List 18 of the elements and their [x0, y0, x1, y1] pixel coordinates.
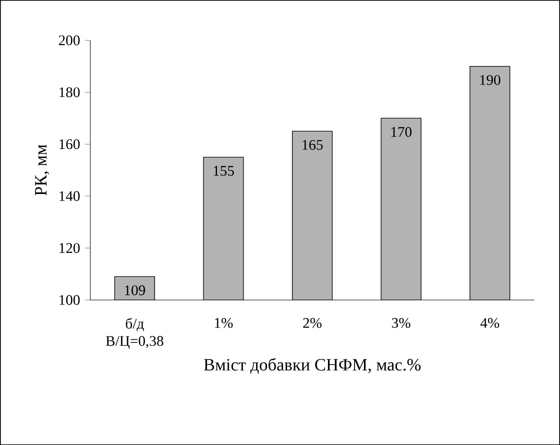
- y-tick-label: 140: [60, 191, 80, 201]
- y-tick-label: 180: [60, 87, 80, 98]
- data-label: 170: [391, 126, 412, 137]
- y-tick-label: 200: [58, 35, 80, 46]
- y-axis-title: РК, мм: [35, 144, 50, 196]
- y-tick-label: 160: [60, 139, 80, 150]
- data-label: 165: [302, 140, 323, 150]
- y-tick-label: 120: [60, 243, 80, 253]
- x-tick-label: 4%: [480, 318, 500, 328]
- y-tick-label: 100: [60, 294, 80, 305]
- data-label: 190: [480, 74, 500, 85]
- x-axis-title: Вміст добавки СНФМ, мас.%: [204, 358, 421, 374]
- x-tick-label: 1%: [215, 318, 233, 328]
- data-label: 155: [214, 166, 234, 176]
- data-label: 109: [124, 285, 146, 296]
- x-tick-label: 2%: [303, 318, 322, 328]
- x-tick-label: 3%: [392, 318, 410, 328]
- x-tick-label: б/д В/Ц=0,38: [106, 318, 164, 349]
